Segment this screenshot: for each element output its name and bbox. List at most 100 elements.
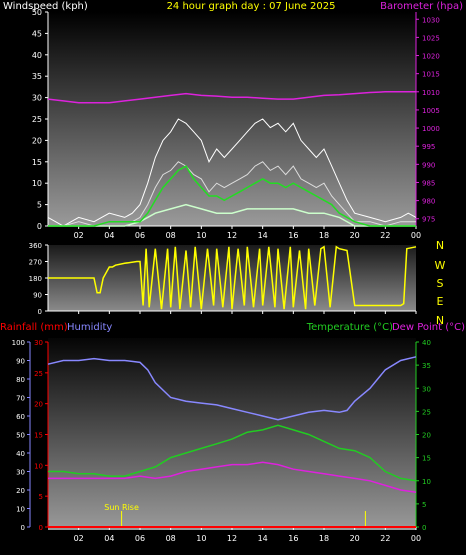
temp-x-tick-label: 06	[135, 534, 145, 543]
wind-x-tick-label: 04	[104, 231, 114, 240]
wind-x-tick-label: 02	[74, 231, 84, 240]
temp-x-tick-label: 14	[258, 534, 268, 543]
wind-y-tick-label: 50	[32, 8, 42, 17]
wind-x-tick-label: 10	[196, 231, 206, 240]
baro-y-tick-label: 995	[422, 143, 435, 151]
baro-y-tick-label: 985	[422, 179, 435, 187]
temperature-tick-label: 10	[422, 478, 431, 486]
humidity-tick-label: 70	[16, 395, 25, 403]
humidity-tick-label: 40	[16, 450, 25, 458]
wind-y-tick-label: 15	[32, 158, 42, 167]
wind-y-tick-label: 40	[32, 51, 42, 60]
barometer-line	[47, 91, 416, 104]
rain-tick-label: 15	[34, 432, 43, 440]
wind-x-tick-label: 22	[380, 231, 390, 240]
temp-x-tick-label: 00	[411, 534, 421, 543]
temp-x-tick-label: 12	[227, 534, 237, 543]
wind-gust-line	[47, 118, 417, 227]
temperature-axis-label: Temperature (°C)	[306, 322, 393, 333]
temperature-tick-label: 30	[422, 385, 431, 393]
windspeed-axis-label: Windspeed (kph)	[3, 1, 88, 12]
humidity-axis-label: Humidity	[67, 322, 112, 333]
wind-chart: 0510152025303540455097598098599099510001…	[32, 8, 440, 240]
temperature-tick-label: 15	[422, 455, 431, 463]
wind-x-tick-label: 00	[411, 231, 421, 240]
wind-y-tick-label: 20	[32, 136, 42, 145]
wind-average-line	[48, 165, 416, 227]
baro-y-tick-label: 980	[422, 198, 435, 206]
wind-x-tick-label: 14	[258, 231, 268, 240]
wind-speed-line	[48, 161, 416, 227]
humidity-tick-label: 30	[16, 469, 25, 477]
compass-label: E	[437, 295, 444, 308]
wind-y-tick-label: 45	[32, 29, 42, 38]
wind-x-tick-label: 20	[350, 231, 360, 240]
baro-y-tick-label: 990	[422, 161, 435, 169]
wind-minimum-line	[48, 203, 416, 227]
temperature-tick-label: 40	[422, 339, 431, 347]
temperature-tick-label: 5	[422, 501, 426, 509]
baro-y-tick-label: 1025	[422, 34, 440, 42]
chart-title: 24 hour graph day : 07 June 2025	[167, 1, 336, 12]
rain-tick-label: 0	[39, 524, 43, 532]
wind-x-tick-label: 18	[319, 231, 329, 240]
humidity-tick-label: 100	[12, 339, 25, 347]
dir-y-tick-label: 360	[29, 242, 42, 250]
dir-y-tick-label: 180	[29, 275, 42, 283]
humidity-tick-label: 80	[16, 376, 25, 384]
wind-y-tick-label: 35	[32, 72, 42, 81]
humidity-tick-label: 90	[16, 358, 25, 366]
humidity-line	[47, 356, 417, 421]
temp-x-tick-label: 22	[380, 534, 390, 543]
temp-x-tick-label: 16	[288, 534, 298, 543]
humidity-tick-label: 50	[16, 432, 25, 440]
temp-x-tick-label: 08	[166, 534, 176, 543]
wind-y-tick-label: 5	[37, 201, 42, 210]
rain-tick-label: 10	[34, 462, 43, 470]
wind-y-tick-label: 0	[37, 222, 42, 231]
temperature-tick-label: 25	[422, 408, 431, 416]
temp-x-tick-label: 18	[319, 534, 329, 543]
wind-y-tick-label: 25	[32, 115, 42, 124]
rainfall-axis-label: Rainfall (mm)	[0, 322, 68, 333]
wind-y-tick-label: 10	[32, 179, 42, 188]
baro-y-tick-label: 1000	[422, 125, 440, 133]
baro-y-tick-label: 1010	[422, 89, 440, 97]
dir-y-tick-label: 0	[38, 308, 42, 316]
temperature-tick-label: 35	[422, 362, 431, 370]
temp-x-tick-label: 10	[196, 534, 206, 543]
dewpoint-axis-label: Dew Point (°C)	[392, 322, 465, 333]
temp-x-tick-label: 04	[104, 534, 114, 543]
dir-y-tick-label: 90	[33, 292, 42, 300]
temp-x-tick-label: 20	[350, 534, 360, 543]
wind-panel-bg	[48, 12, 416, 226]
baro-y-tick-label: 1030	[422, 16, 440, 24]
humidity-tick-label: 60	[16, 413, 25, 421]
wind-x-tick-label: 08	[166, 231, 176, 240]
compass-label: N	[436, 314, 444, 327]
baro-y-tick-label: 1015	[422, 71, 440, 79]
dewpoint-line	[48, 461, 417, 494]
compass-label: S	[437, 277, 444, 290]
rain-tick-label: 30	[34, 339, 43, 347]
wind-x-tick-label: 06	[135, 231, 145, 240]
humidity-tick-label: 20	[16, 487, 25, 495]
baro-y-tick-label: 975	[422, 216, 435, 224]
humidity-tick-label: 0	[21, 524, 25, 532]
temperature-tick-label: 0	[422, 524, 426, 532]
rain-tick-label: 25	[34, 370, 43, 378]
temperature-chart: 0 10 20 30 40 50 60 70 80 90 100 0 5 10 15 20 25 30 0 5 10 15…	[12, 339, 431, 543]
sunrise-annotation: Sun Rise	[104, 503, 139, 512]
wind-direction-line	[48, 245, 417, 310]
barometer-axis-label: Barometer (hpa)	[380, 1, 463, 12]
compass-label: N	[436, 239, 444, 252]
temp-panel-bg	[48, 338, 416, 530]
rain-tick-label: 5	[39, 493, 43, 501]
temp-x-tick-label: 02	[74, 534, 84, 543]
temperature-tick-label: 20	[422, 432, 431, 440]
baro-y-tick-label: 1005	[422, 107, 440, 115]
wind-x-tick-label: 16	[288, 231, 298, 240]
